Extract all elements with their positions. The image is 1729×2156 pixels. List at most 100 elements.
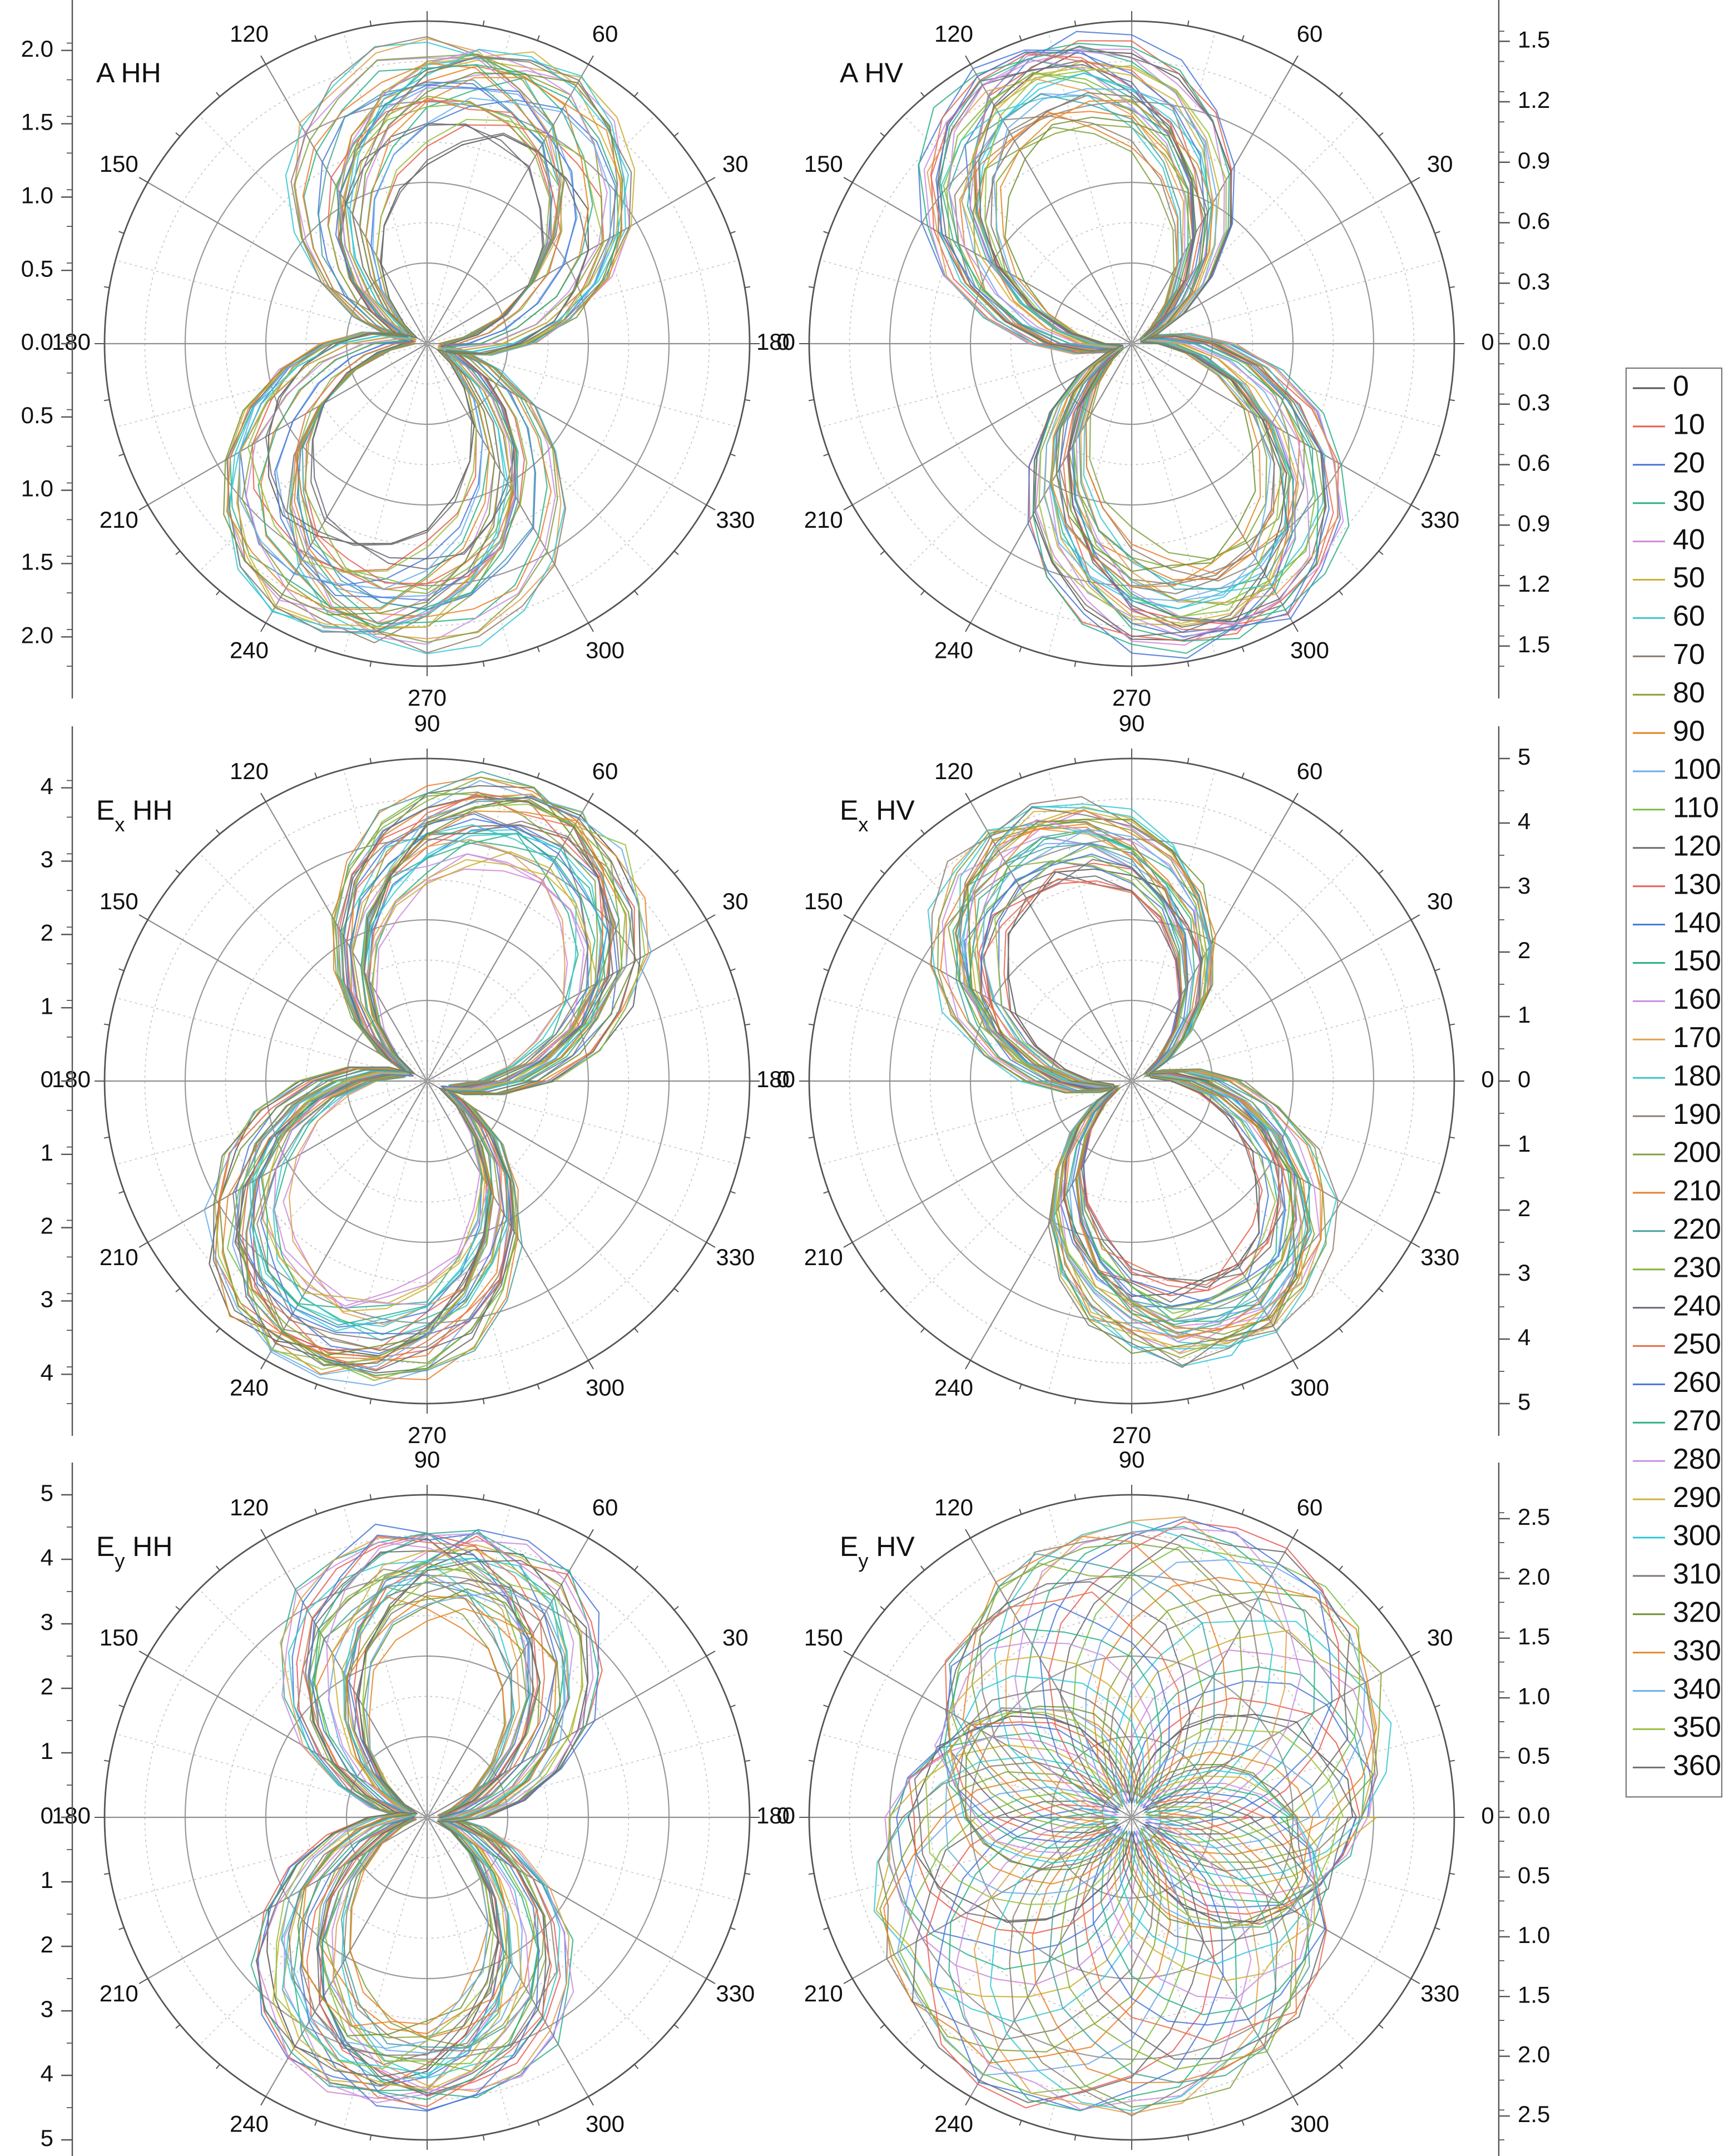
scale-tick-label: 1.0 <box>21 182 53 208</box>
legend-label: 160 <box>1673 983 1721 1015</box>
scale-tick-label: 1.2 <box>1518 571 1550 597</box>
angular-tick <box>1410 177 1420 183</box>
angular-tick-label: 270 <box>408 685 447 711</box>
angular-tick <box>1434 968 1440 972</box>
grid-spoke <box>427 919 707 1082</box>
angular-tick <box>1074 757 1077 764</box>
angular-tick <box>215 829 220 835</box>
angular-tick-label: 60 <box>1297 1494 1323 1520</box>
angular-tick-label: 270 <box>408 1422 447 1448</box>
legend-label: 330 <box>1673 1634 1721 1667</box>
angular-tick <box>1241 1384 1245 1390</box>
series-curve <box>878 1597 1378 2040</box>
angular-tick <box>965 1529 971 1539</box>
angular-tick <box>118 453 125 457</box>
angular-tick-label: 60 <box>592 21 618 47</box>
angular-tick <box>880 551 885 556</box>
grid-spoke <box>343 32 428 344</box>
series-group <box>873 1516 1392 2117</box>
grid-spoke <box>115 1081 428 1165</box>
series-curve <box>955 1528 1302 2110</box>
grid-spoke <box>1131 1081 1411 1243</box>
legend-label: 360 <box>1673 1749 1721 1782</box>
series-curve <box>873 1620 1392 2023</box>
scale-tick-label: 2.0 <box>21 36 53 62</box>
angular-tick <box>1019 772 1022 779</box>
angular-tick <box>880 132 885 137</box>
scale-tick-label: 1.5 <box>21 109 53 135</box>
angular-tick <box>260 1529 266 1539</box>
angular-tick <box>706 1978 716 1984</box>
scale-tick-label: 3 <box>41 1609 53 1635</box>
angular-tick <box>1292 1529 1299 1539</box>
series-curve <box>239 801 623 1357</box>
radial-scale: 5 4 3 2 1 0 1 2 3 4 5 <box>41 1463 73 2156</box>
angular-tick-label: 210 <box>804 1980 843 2006</box>
grid-spoke <box>903 1589 1132 1818</box>
angular-tick-label: 180 <box>52 1066 91 1092</box>
angular-tick-label: 210 <box>804 507 843 533</box>
angular-tick-label: 240 <box>934 2110 973 2137</box>
legend-label: 40 <box>1673 523 1705 556</box>
angular-tick <box>1449 286 1455 289</box>
angular-tick-label: 30 <box>1427 888 1453 914</box>
legend-label: 200 <box>1673 1137 1721 1169</box>
legend-label: 250 <box>1673 1328 1721 1360</box>
grid-spoke <box>199 115 428 344</box>
grid-spoke <box>1131 1081 1360 1310</box>
grid-spoke <box>852 919 1132 1082</box>
scale-tick-label: 1.5 <box>1518 26 1550 52</box>
angular-tick <box>745 1136 751 1139</box>
grid-spoke <box>427 997 739 1082</box>
series-curve <box>939 46 1319 642</box>
angular-tick-label: 330 <box>1420 1244 1459 1270</box>
angular-tick <box>808 286 814 289</box>
legend-label: 170 <box>1673 1022 1721 1054</box>
angular-tick-label: 0 <box>776 1066 789 1092</box>
angular-tick <box>745 1760 751 1762</box>
scale-tick-label: 4 <box>1518 808 1530 834</box>
series-curve <box>896 1680 1374 1954</box>
angular-tick-label: 30 <box>722 151 749 177</box>
angular-tick <box>260 55 266 65</box>
grid-spoke <box>427 769 511 1082</box>
angular-tick <box>920 2064 925 2069</box>
scale-tick-label: 3 <box>41 846 53 873</box>
series-curve <box>927 78 1339 603</box>
angular-tick <box>843 504 853 510</box>
scale-tick-label: 0.6 <box>1518 208 1550 234</box>
angular-tick <box>1074 1399 1077 1405</box>
series-curve <box>979 1533 1278 2117</box>
angular-tick <box>1292 1360 1299 1370</box>
angular-tick <box>1434 231 1440 234</box>
scale-tick-label: 1 <box>41 1867 53 1893</box>
angular-tick-label: 330 <box>1420 507 1459 533</box>
grid-spoke <box>852 1081 1132 1243</box>
scale-tick-label: 5 <box>41 2125 53 2151</box>
grid-spoke <box>199 1081 428 1310</box>
grid-spoke <box>427 343 707 505</box>
angular-tick <box>215 92 220 97</box>
angular-tick <box>1339 1327 1344 1333</box>
legend-label: 50 <box>1673 562 1705 594</box>
angular-tick-label: 300 <box>586 2110 625 2137</box>
scale-tick-label: 0.5 <box>1518 1862 1550 1889</box>
angular-tick <box>369 20 372 26</box>
grid-spoke <box>343 1817 428 2129</box>
angular-tick <box>1292 792 1299 802</box>
legend-label: 60 <box>1673 600 1705 632</box>
grid-spoke <box>820 997 1132 1082</box>
scale-tick-label: 0.0 <box>1518 1802 1550 1828</box>
scale-tick-label: 2.5 <box>1518 1504 1550 1530</box>
grid-spoke <box>1131 1081 1444 1165</box>
angular-tick <box>1187 1399 1190 1405</box>
angular-tick-label: 0 <box>1481 1066 1494 1092</box>
series-curve <box>294 62 561 617</box>
angular-tick <box>634 829 639 835</box>
series-curve <box>925 1521 1340 2109</box>
angular-tick <box>880 869 885 874</box>
angular-tick <box>260 2096 266 2106</box>
angular-tick <box>1434 1191 1440 1194</box>
angular-tick-label: 180 <box>756 329 795 355</box>
